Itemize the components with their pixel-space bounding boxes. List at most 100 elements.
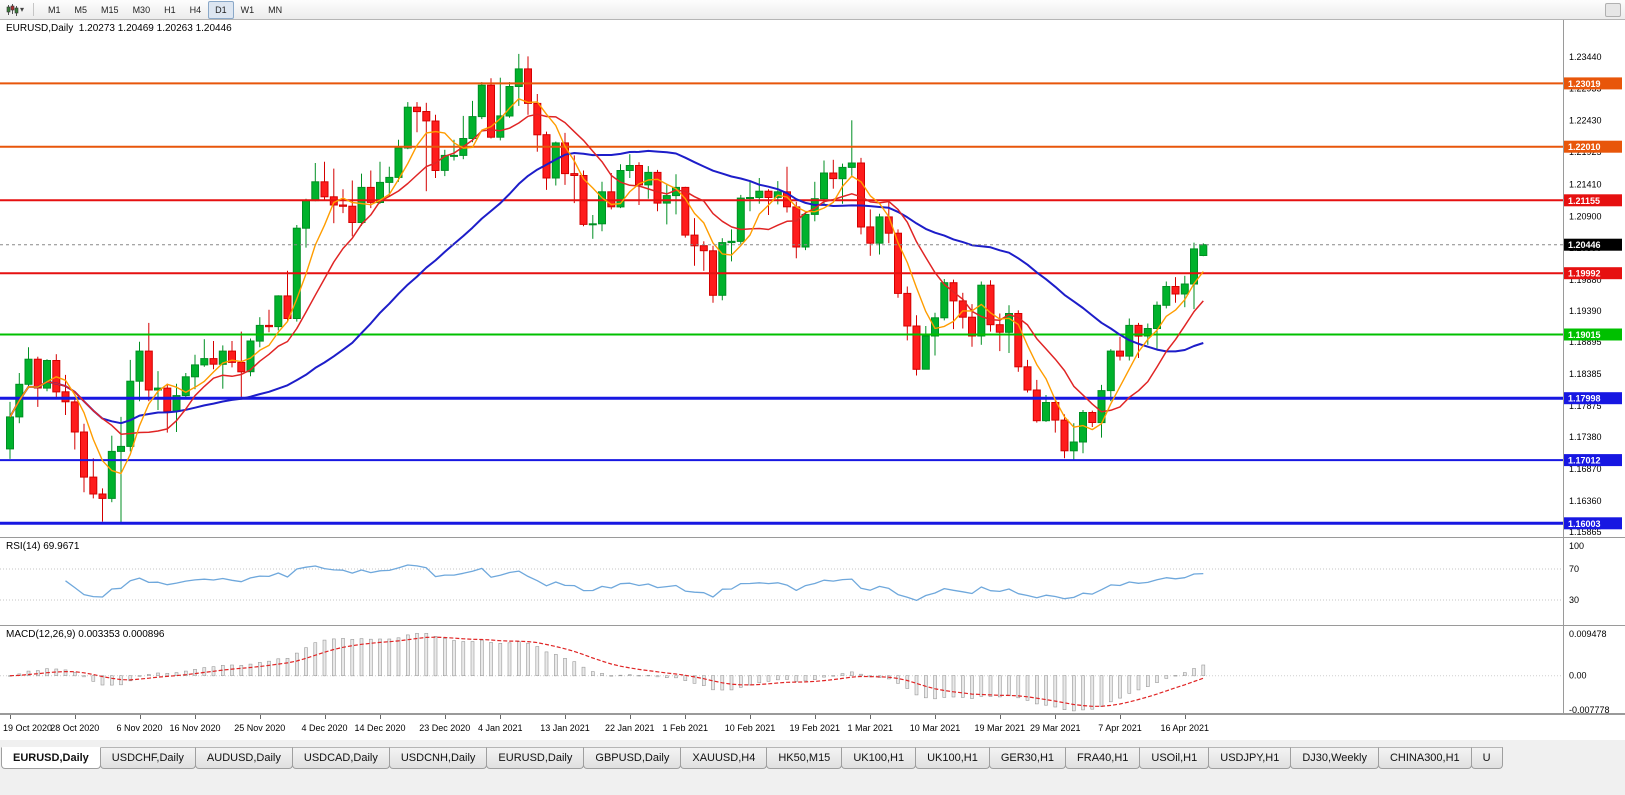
date-label: 19 Mar 2021 — [974, 723, 1026, 733]
rsi-canvas[interactable]: 100 70 30 — [0, 538, 1625, 626]
toolbar-handle-button[interactable] — [1605, 2, 1621, 17]
price-chart-canvas[interactable]: 1.234401.229351.224301.219251.214101.209… — [0, 20, 1625, 538]
date-label: 19 Oct 2020 — [3, 723, 53, 733]
date-label: 22 Jan 2021 — [605, 723, 655, 733]
date-tick — [814, 715, 816, 719]
symbol-tab-usdcnh-daily[interactable]: USDCNH,Daily — [388, 747, 488, 769]
date-tick — [1120, 715, 1121, 719]
axis-price-tag: 1.21155 — [1564, 194, 1622, 207]
date-tick — [935, 715, 936, 719]
svg-text:1.16003: 1.16003 — [1568, 519, 1601, 529]
timeframe-button-h1[interactable]: H1 — [164, 4, 176, 15]
date-label: 6 Nov 2020 — [116, 723, 163, 733]
candles-series — [6, 53, 1208, 523]
timeframe-button-m30[interactable]: M30 — [132, 4, 151, 15]
svg-text:1.18385: 1.18385 — [1569, 369, 1602, 379]
timeframe-toolbar: ▾ M1 M5 M15 M30 H1 H4 D1 W1 MN — [0, 0, 1625, 20]
symbol-tab-dj30-weekly[interactable]: DJ30,Weekly — [1290, 747, 1379, 769]
axis-current-price-tag: 1.20446 — [1564, 238, 1622, 251]
date-label: 29 Mar 2021 — [1030, 723, 1081, 733]
symbol-tab-gbpusd-daily[interactable]: GBPUSD,Daily — [583, 747, 682, 769]
macd-indicator-label: MACD(12,26,9) 0.003353 0.000896 — [6, 629, 165, 640]
symbol-tab-audusd-daily[interactable]: AUDUSD,Daily — [194, 747, 293, 769]
axis-price-tag: 1.22010 — [1564, 140, 1622, 153]
svg-text:1.19390: 1.19390 — [1569, 306, 1602, 316]
svg-text:1.22430: 1.22430 — [1569, 115, 1602, 125]
date-tick — [685, 715, 687, 719]
symbol-tab-eurusd-daily[interactable]: EURUSD,Daily — [486, 747, 585, 769]
date-tick — [74, 715, 76, 719]
symbol-tab-ger30-h1[interactable]: GER30,H1 — [988, 747, 1067, 769]
axis-price-tag: 1.17012 — [1564, 454, 1622, 467]
symbol-tab-usdcad-daily[interactable]: USDCAD,Daily — [291, 747, 390, 769]
svg-text:1.22010: 1.22010 — [1568, 142, 1601, 152]
date-tick — [324, 715, 326, 719]
svg-text:1.17875: 1.17875 — [1569, 401, 1602, 411]
svg-text:1.17380: 1.17380 — [1569, 432, 1602, 442]
svg-text:1.19015: 1.19015 — [1568, 330, 1601, 340]
date-tick — [1055, 715, 1057, 719]
svg-text:1.19880: 1.19880 — [1569, 275, 1602, 285]
macd-canvas[interactable]: 0.009478 0.00 -0.007778 — [0, 626, 1625, 714]
timeframe-button-mn[interactable]: MN — [268, 4, 283, 15]
chevron-down-icon: ▾ — [20, 4, 25, 14]
svg-text:100: 100 — [1569, 541, 1584, 551]
rsi-indicator-label: RSI(14) 69.9671 — [6, 541, 80, 552]
timeframe-button-m5[interactable]: M5 — [74, 4, 88, 15]
date-label: 19 Feb 2021 — [789, 723, 841, 733]
date-label: 10 Feb 2021 — [724, 723, 776, 733]
macd-signal-line — [9, 636, 1204, 707]
macd-panel: MACD(12,26,9) 0.003353 0.000896 0.009478… — [0, 626, 1625, 714]
date-tick — [10, 715, 11, 719]
symbol-tab-fra40-h1[interactable]: FRA40,H1 — [1065, 747, 1141, 769]
symbol-tab-uk100-h1[interactable]: UK100,H1 — [841, 747, 917, 769]
symbol-tab-usoil-h1[interactable]: USOil,H1 — [1139, 747, 1210, 769]
symbol-tab-xauusd-h4[interactable]: XAUUSD,H4 — [680, 747, 768, 769]
date-label: 23 Dec 2020 — [419, 723, 471, 733]
svg-text:0.009478: 0.009478 — [1569, 629, 1607, 639]
date-label: 7 Apr 2021 — [1098, 723, 1142, 733]
timeframe-button-d1[interactable]: D1 — [208, 0, 234, 19]
svg-text:30: 30 — [1569, 595, 1579, 605]
symbol-tab-hk50-m15[interactable]: HK50,M15 — [766, 747, 843, 769]
date-label: 1 Mar 2021 — [847, 723, 894, 733]
svg-text:1.17012: 1.17012 — [1568, 456, 1601, 466]
axis-price-tag: 1.19015 — [1564, 328, 1622, 341]
date-label: 16 Nov 2020 — [169, 723, 221, 733]
date-label: 10 Mar 2021 — [909, 723, 961, 733]
date-axis[interactable]: 19 Oct 2020 28 Oct 2020 6 Nov 2020 16 Nov 2… — [0, 714, 1625, 740]
symbol-tab-china300-h1[interactable]: CHINA300,H1 — [1377, 747, 1472, 769]
chart-type-button[interactable]: ▾ — [4, 3, 26, 17]
symbol-tab-u[interactable]: U — [1470, 747, 1503, 769]
axis-price-tag: 1.19992 — [1564, 267, 1622, 280]
date-label: 14 Dec 2020 — [354, 723, 406, 733]
svg-text:0.00: 0.00 — [1569, 671, 1587, 681]
timeframe-button-m15[interactable]: M15 — [101, 4, 119, 15]
bottom-filler — [0, 769, 1625, 795]
date-tick — [259, 715, 261, 719]
timeframe-button-w1[interactable]: W1 — [240, 4, 255, 15]
svg-text:1.16360: 1.16360 — [1569, 496, 1602, 506]
axis-price-tag: 1.17998 — [1564, 392, 1622, 405]
date-tick — [870, 715, 872, 719]
date-tick — [629, 715, 631, 719]
toolbar-separator — [33, 3, 35, 16]
symbol-tab-uk100-h1[interactable]: UK100,H1 — [915, 747, 990, 769]
date-tick — [500, 715, 502, 719]
date-label: 25 Nov 2020 — [234, 723, 286, 733]
ma-mid-line — [9, 113, 1204, 435]
date-tick — [444, 715, 446, 719]
macd-histogram — [8, 633, 1206, 712]
timeframe-button-h4[interactable]: H4 — [189, 4, 202, 15]
svg-text:1.20900: 1.20900 — [1569, 211, 1602, 221]
chart-ohlc-label: 1.20273 1.20469 1.20263 1.20446 — [78, 23, 232, 34]
svg-text:1.18895: 1.18895 — [1569, 337, 1602, 347]
symbol-tab-eurusd-daily[interactable]: EURUSD,Daily — [1, 747, 101, 769]
svg-text:1.17998: 1.17998 — [1568, 394, 1601, 404]
symbol-tab-usdjpy-h1[interactable]: USDJPY,H1 — [1208, 747, 1292, 769]
date-tick — [750, 715, 751, 719]
timeframe-button-m1[interactable]: M1 — [48, 4, 61, 15]
svg-text:1.19992: 1.19992 — [1568, 269, 1601, 279]
symbol-tab-usdchf-daily[interactable]: USDCHF,Daily — [99, 747, 196, 769]
